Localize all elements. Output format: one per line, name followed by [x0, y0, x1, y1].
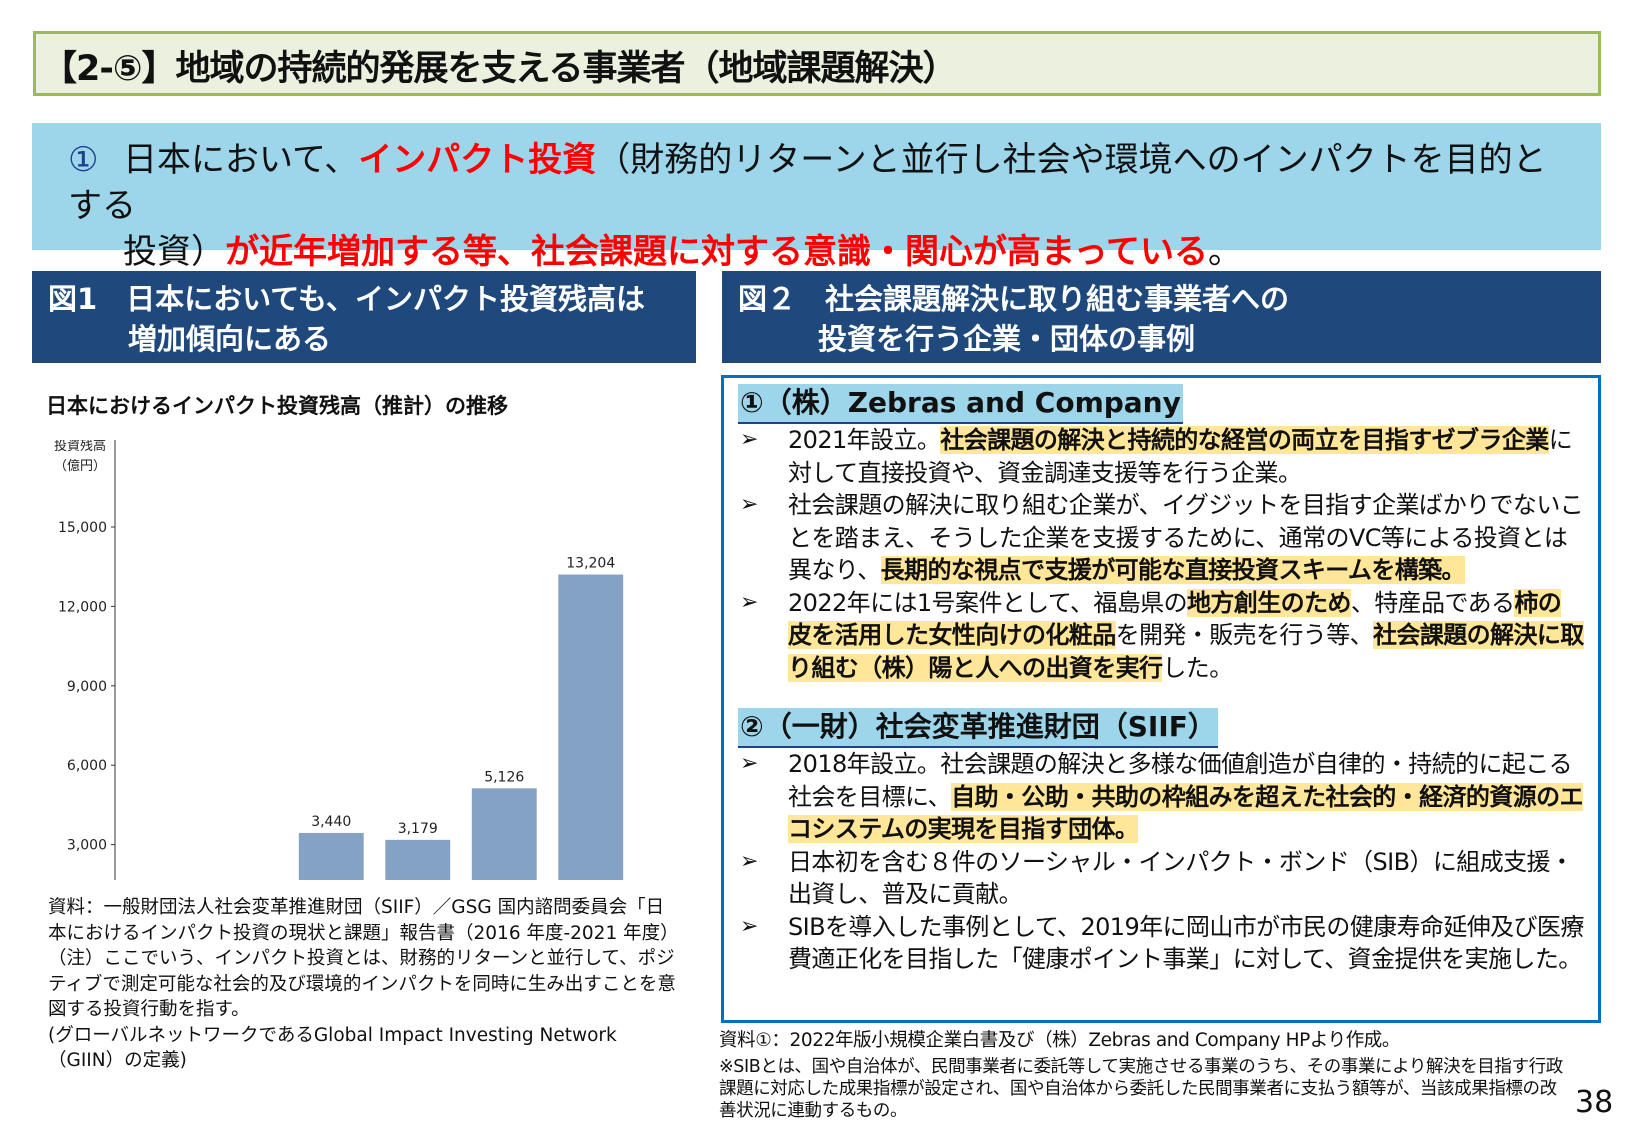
source-text: 資料：一般財団法人社会変革推進財団（SIIF）／GSG 国内諮問委員会「日本にお…	[48, 897, 679, 944]
body-text: 日本初を含む８件のソーシャル・インパクト・ボンド（SIB）に組成支援・出資し、普…	[788, 847, 1574, 909]
figure2-title-line2: 投資を行う企業・団体の事例	[818, 322, 1196, 356]
banner-emphasis: が近年増加する等、社会課題に対する意識・関心が高まっている	[225, 232, 1208, 272]
y-tick-label: 12,000	[58, 599, 107, 615]
case-heading: ①（株）Zebras and Company	[738, 384, 1183, 424]
y-axis-label: 投資残高	[54, 440, 106, 454]
bar	[385, 839, 451, 880]
summary-banner: ① 日本において、インパクト投資（財務的リターンと並行し社会や環境へのインパクトを…	[32, 123, 1601, 272]
bar-chart: 投資残高（億円）03,0006,0009,00012,00015,0003372…	[54, 440, 624, 880]
highlighted-text: 長期的な視点で支援が可能な直接投資スキームを構築。	[880, 556, 1466, 584]
figure2-title: 図２ 社会課題解決に取り組む事業者への	[738, 282, 1290, 316]
y-axis-label: （億円）	[54, 458, 106, 474]
body-text: SIBを導入した事例として、2019年に岡山市が市民の健康寿命延伸及び医療費適正…	[788, 912, 1584, 974]
body-text: した。	[1162, 653, 1233, 682]
data-label: 3,179	[398, 821, 438, 837]
figure2-header: 図２ 社会課題解決に取り組む事業者への 投資を行う企業・団体の事例	[722, 271, 1601, 363]
banner-text: （財務的リターンと並行し社会や環境へのインパクトを目的とする	[68, 140, 1547, 226]
case-examples-box: ①（株）Zebras and Company ➢ 2021年設立。社会課題の解決と持…	[721, 375, 1601, 1023]
arrow-bullet-icon: ➢	[740, 848, 758, 874]
data-label: 13,204	[566, 556, 615, 572]
highlighted-text: 社会課題の解決と持続的な経営の両立を目指すゼブラ企業	[940, 426, 1549, 454]
bullet-item: ➢ 2022年には1号案件として、福島県の地方創生のため、特産品である柿の皮を活用…	[738, 587, 1584, 685]
figure1-header: 図1 日本においても、インパクト投資残高は 増加傾向にある	[32, 271, 696, 363]
arrow-bullet-icon: ➢	[740, 589, 758, 615]
arrow-bullet-icon: ➢	[740, 427, 758, 452]
body-text: 、特産品である	[1350, 588, 1515, 617]
case-heading: ②（一財）社会変革推進財団（SIIF）	[738, 708, 1218, 748]
figure1-title-line2: 増加傾向にある	[128, 322, 332, 356]
body-text: 2018年設立。社会課題の解決と多様な価値創造が自律的・持続的に起こる社会を目標…	[788, 750, 1573, 811]
page-number: 38	[1575, 1085, 1614, 1120]
arrow-bullet-icon: ➢	[740, 751, 758, 776]
bullet-item: ➢ SIBを導入した事例として、2019年に岡山市が市民の健康寿命延伸及び医療費適…	[738, 911, 1584, 976]
source-text: 資料①：2022年版小規模企業白書及び（株）Zebras and Company…	[719, 1030, 1401, 1051]
highlighted-text: 地方創生のため	[1187, 588, 1351, 617]
figure1-title: 図1 日本においても、インパクト投資残高は	[48, 282, 645, 316]
body-text: 2022年には1号案件として、福島県の	[788, 588, 1188, 617]
chart-title: 日本におけるインパクト投資残高（推計）の推移	[46, 394, 508, 418]
arrow-bullet-icon: ➢	[740, 913, 758, 939]
y-tick-label: 15,000	[58, 520, 107, 536]
banner-text: 日本において、	[123, 140, 359, 180]
y-tick-label: 9,000	[67, 679, 107, 695]
banner-text: 投資）	[123, 232, 225, 272]
body-text: に対して直接投資や、資金調達支援等を行う企業。	[788, 426, 1573, 487]
page-title: 【2-⑤】地域の持続的発展を支える事業者（地域課題解決）	[33, 31, 1601, 96]
bullet-item: ➢ 2021年設立。社会課題の解決と持続的な経営の両立を目指すゼブラ企業に対して直…	[738, 424, 1584, 489]
sib-note: ※SIBとは、国や自治体が、民間事業者に委託等して実施させる事業のうち、その事業…	[719, 1057, 1563, 1121]
body-text: 社会課題の解決に取り組む企業が、イグジットを目指す企業ばかりでないことを踏まえ、…	[788, 491, 1584, 584]
banner-text: 。	[1207, 232, 1242, 272]
definition-text: (グローバルネットワークであるGlobal Impact Investing N…	[48, 1024, 617, 1072]
bullet-item: ➢ 2018年設立。社会課題の解決と多様な価値創造が自律的・持続的に起こる社会を目…	[738, 748, 1584, 846]
body-text: 2021年設立。	[788, 426, 941, 454]
case-section: ②（一財）社会変革推進財団（SIIF） ➢ 2018年設立。社会課題の解決と多様な価…	[738, 708, 1584, 976]
data-label: 5,126	[484, 769, 524, 785]
case-section: ①（株）Zebras and Company ➢ 2021年設立。社会課題の解決と持…	[738, 384, 1584, 684]
arrow-bullet-icon: ➢	[740, 492, 758, 517]
bar	[298, 832, 364, 880]
bullet-item: ➢ 社会課題の解決に取り組む企業が、イグジットを目指す企業ばかりでないことを踏まえ…	[738, 489, 1584, 587]
data-label: 3,440	[311, 814, 351, 830]
banner-emphasis: インパクト投資	[358, 140, 597, 180]
note-text: （注）ここでいう、インパクト投資とは、財務的リターンと並行して、ポジティブで測定…	[48, 948, 676, 1020]
figure1-source: 資料：一般財団法人社会変革推進財団（SIIF）／GSG 国内諮問委員会「日本にお…	[48, 895, 679, 1074]
circle-number-1: ①	[68, 140, 99, 180]
body-text: を開発・販売を行う等、	[1115, 621, 1374, 649]
bar	[471, 788, 537, 880]
y-tick-label: 6,000	[67, 758, 107, 774]
figure2-source: 資料①：2022年版小規模企業白書及び（株）Zebras and Company…	[719, 1030, 1569, 1122]
bar	[558, 574, 624, 880]
bullet-item: ➢ 日本初を含む８件のソーシャル・インパクト・ボンド（SIB）に組成支援・出資し、…	[738, 846, 1584, 911]
y-tick-label: 3,000	[67, 838, 107, 854]
